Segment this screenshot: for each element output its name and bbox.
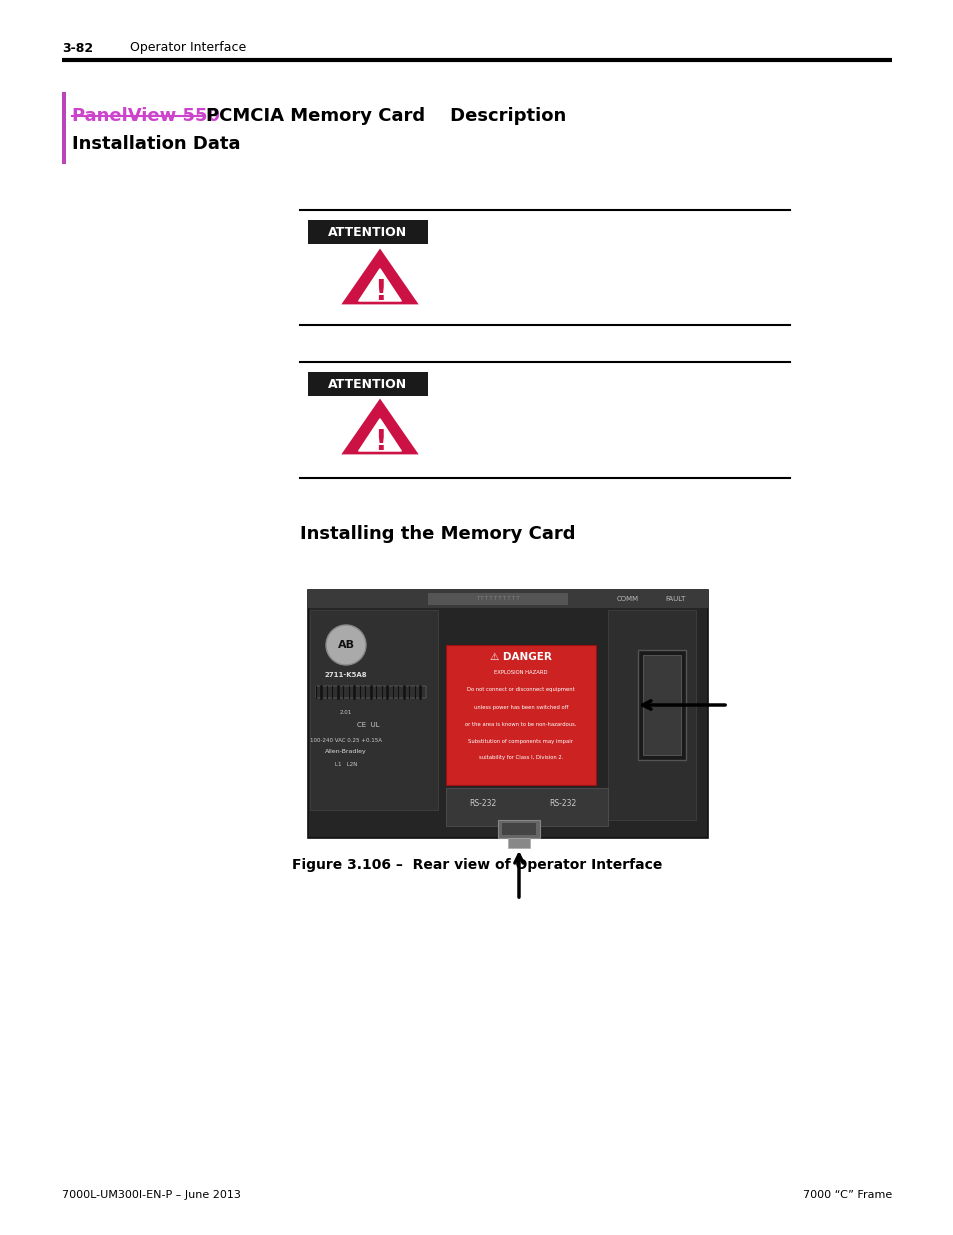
Text: suitability for Class I, Division 2.: suitability for Class I, Division 2.: [478, 756, 562, 761]
Bar: [607, 610, 696, 820]
Polygon shape: [344, 251, 416, 303]
Text: AB: AB: [337, 640, 355, 650]
Circle shape: [326, 625, 366, 664]
Text: Figure 3.106 –  Rear view of Operator Interface: Figure 3.106 – Rear view of Operator Int…: [292, 858, 661, 872]
Text: ATTENTION: ATTENTION: [328, 378, 407, 390]
Text: ⚠ DANGER: ⚠ DANGER: [490, 652, 552, 662]
Bar: [308, 590, 707, 608]
Text: 100-240 VAC 0.25 +0.15A: 100-240 VAC 0.25 +0.15A: [310, 737, 381, 742]
Text: ATTENTION: ATTENTION: [328, 226, 407, 238]
Text: 2711-K5A8: 2711-K5A8: [324, 672, 367, 678]
Text: Installing the Memory Card: Installing the Memory Card: [299, 525, 575, 543]
Text: CE  UL: CE UL: [356, 722, 379, 727]
Text: COMM: COMM: [617, 597, 639, 601]
Text: !: !: [374, 278, 386, 306]
Text: L1   L2N: L1 L2N: [335, 762, 356, 767]
Text: EXPLOSION HAZARD: EXPLOSION HAZARD: [494, 671, 547, 676]
Bar: [507, 839, 530, 848]
Polygon shape: [358, 419, 401, 451]
Text: Installation Data: Installation Data: [71, 135, 240, 153]
Text: FAULT: FAULT: [665, 597, 685, 601]
Text: unless power has been switched off: unless power has been switched off: [474, 704, 568, 709]
Bar: [310, 610, 437, 810]
Text: Operator Interface: Operator Interface: [130, 42, 246, 54]
Bar: [308, 590, 707, 839]
Text: 7000 “C” Frame: 7000 “C” Frame: [801, 1191, 891, 1200]
Text: RS-232: RS-232: [469, 799, 497, 808]
Text: PCMCIA Memory Card    Description: PCMCIA Memory Card Description: [206, 107, 566, 125]
Bar: [315, 685, 426, 698]
Text: Allen-Bradley: Allen-Bradley: [325, 750, 367, 755]
Bar: [501, 823, 536, 835]
Text: Substitution of components may impair: Substitution of components may impair: [468, 739, 573, 743]
Bar: [497, 820, 539, 839]
Bar: [308, 372, 428, 396]
Polygon shape: [344, 401, 416, 453]
Bar: [428, 593, 567, 605]
Bar: [308, 220, 428, 245]
Bar: [638, 650, 685, 760]
Text: 3-82: 3-82: [62, 42, 93, 54]
Bar: [642, 655, 680, 755]
Text: 2.01: 2.01: [339, 709, 352, 715]
Text: PanelView 550: PanelView 550: [71, 107, 220, 125]
Bar: [446, 788, 607, 826]
Text: RS-232: RS-232: [549, 799, 576, 808]
Text: 7000L-UM300I-EN-P – June 2013: 7000L-UM300I-EN-P – June 2013: [62, 1191, 240, 1200]
Bar: [62, 91, 66, 164]
Polygon shape: [358, 269, 401, 301]
Text: T T T T T T T T T T: T T T T T T T T T T: [476, 597, 519, 601]
Text: Do not connect or disconnect equipment: Do not connect or disconnect equipment: [467, 688, 575, 693]
Text: !: !: [374, 429, 386, 456]
Bar: [448, 647, 594, 664]
Text: or the area is known to be non-hazardous.: or the area is known to be non-hazardous…: [465, 721, 577, 726]
Bar: [446, 645, 596, 785]
